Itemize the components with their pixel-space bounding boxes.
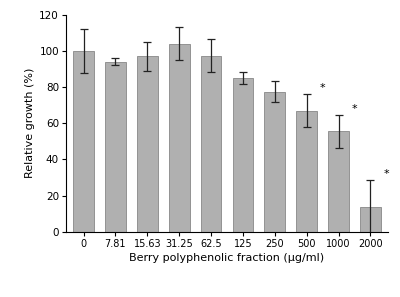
Bar [360,207,381,232]
Bar [137,56,158,232]
Bar [201,56,222,232]
Bar [73,51,94,232]
Text: *: * [351,104,357,114]
Bar [105,62,126,232]
Text: *: * [320,83,325,94]
Y-axis label: Relative growth (%): Relative growth (%) [25,68,35,178]
Text: *: * [383,169,389,179]
Bar [328,131,349,232]
Bar [296,110,317,232]
Bar [264,92,285,232]
Bar [169,44,190,232]
X-axis label: Berry polyphenolic fraction (μg/ml): Berry polyphenolic fraction (μg/ml) [130,253,324,263]
Bar [232,78,253,232]
